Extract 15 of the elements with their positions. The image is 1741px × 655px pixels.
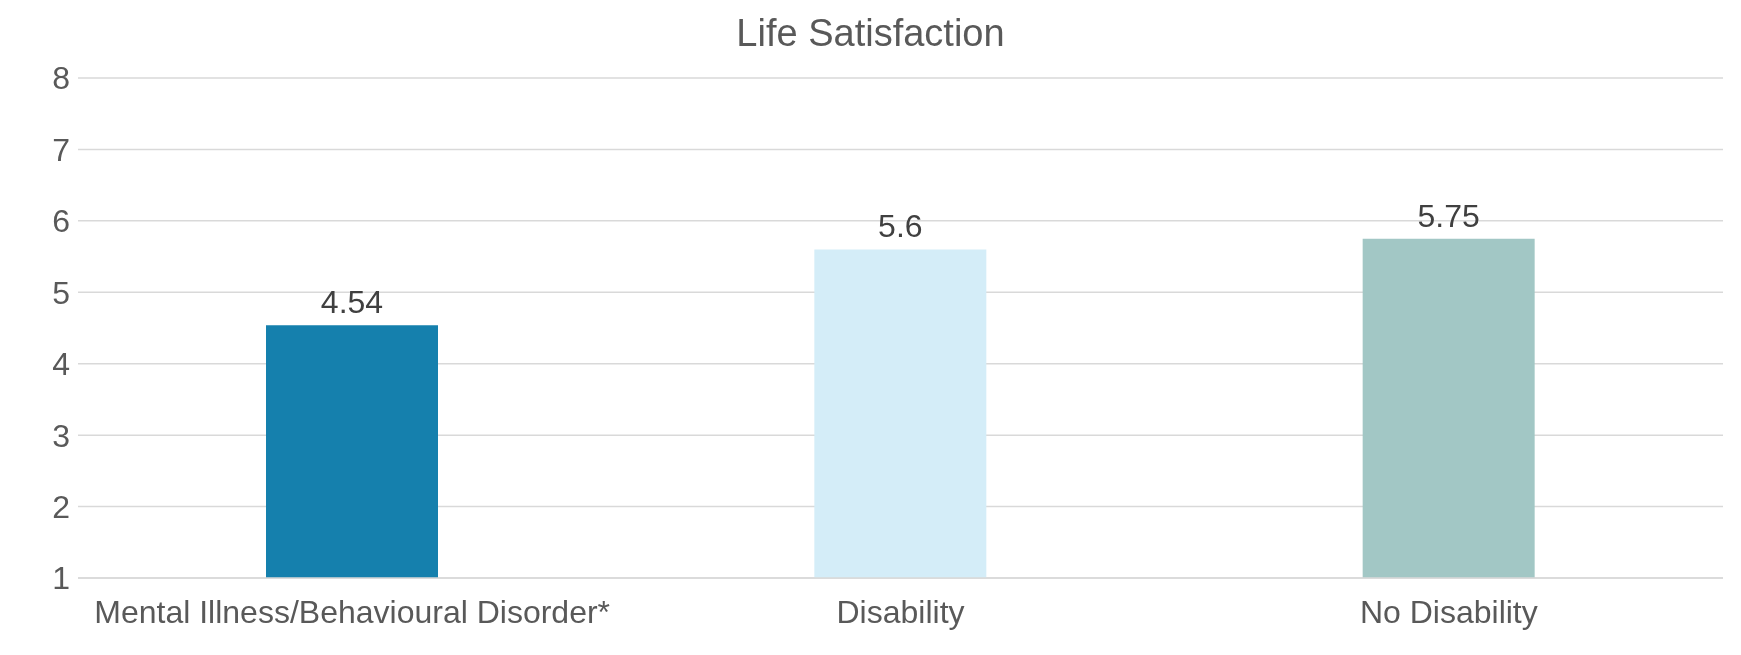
data-label: 5.6	[878, 208, 923, 245]
y-tick-label: 1	[52, 560, 70, 597]
y-tick-label: 6	[52, 203, 70, 240]
x-tick-label: No Disability	[1359, 593, 1538, 630]
y-tick-label: 8	[52, 60, 70, 97]
chart-title: Life Satisfaction	[735, 11, 1006, 56]
data-label: 4.54	[320, 284, 384, 321]
y-tick-label: 4	[52, 346, 70, 383]
y-tick-label: 5	[52, 274, 70, 311]
y-tick-label: 7	[52, 131, 70, 168]
y-tick-label: 2	[52, 488, 70, 525]
x-tick-label: Disability	[836, 593, 965, 630]
data-label: 5.75	[1417, 197, 1480, 234]
x-tick-label: Mental Illness/Behavioural Disorder*	[94, 593, 611, 630]
y-tick-label: 3	[52, 417, 70, 454]
